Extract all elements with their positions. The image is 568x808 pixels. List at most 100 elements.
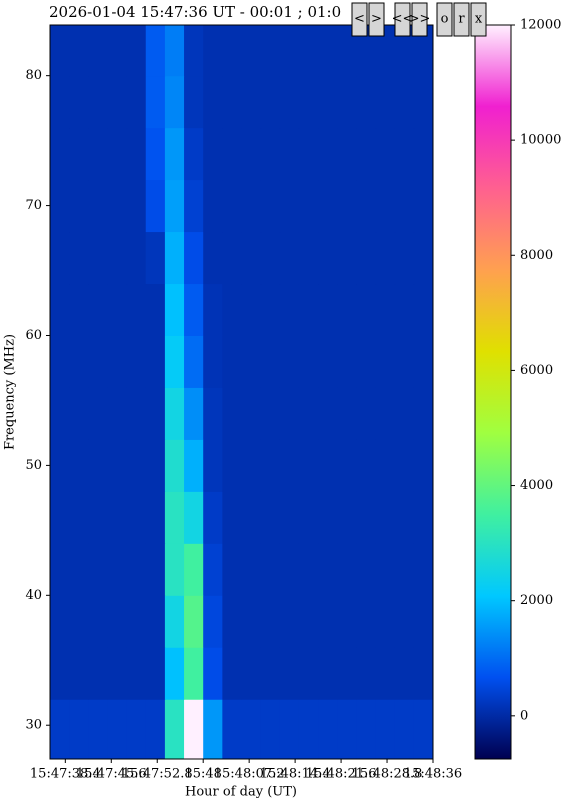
heat-cell: [50, 491, 70, 544]
heat-cell: [279, 439, 300, 492]
heat-cell: [318, 75, 338, 129]
heat-cell: [203, 439, 223, 492]
heat-cell: [241, 439, 262, 492]
button-label[interactable]: x: [475, 12, 483, 27]
heat-cell: [298, 647, 319, 700]
heat-cell: [126, 543, 147, 596]
heat-cell: [184, 283, 204, 336]
x-tick-label: 15:47:52.8: [122, 767, 193, 782]
button-label[interactable]: >>: [409, 12, 431, 27]
heat-cell: [241, 491, 262, 544]
heat-cell: [203, 283, 223, 336]
heat-cell: [356, 283, 377, 336]
heat-cell: [164, 335, 185, 388]
heat-cell: [222, 595, 242, 648]
heat-cell: [203, 179, 223, 233]
heat-cell: [88, 699, 108, 760]
heat-cell: [298, 491, 319, 544]
heat-cell: [145, 439, 166, 492]
button[interactable]: [394, 2, 411, 37]
heat-cell: [337, 387, 357, 440]
button[interactable]: [411, 2, 428, 37]
heat-cell: [279, 699, 300, 760]
heat-cell: [145, 491, 166, 544]
heat-cell: [69, 387, 89, 440]
heat-cell: [145, 231, 166, 285]
heat-cell: [184, 543, 204, 596]
button-label[interactable]: >: [371, 12, 382, 27]
heat-cell: [394, 25, 415, 77]
button-label[interactable]: o: [441, 12, 449, 27]
heat-cell: [413, 543, 434, 596]
heat-cell: [279, 231, 300, 285]
heat-cell: [145, 127, 166, 181]
heat-cell: [107, 543, 128, 596]
heat-cell: [88, 647, 108, 700]
heat-cell: [222, 491, 242, 544]
button[interactable]: [470, 2, 487, 37]
heat-cell: [318, 491, 338, 544]
heat-cell: [88, 335, 108, 388]
x-tick-label: 15:47:45.6: [76, 767, 147, 782]
heat-cell: [222, 127, 242, 181]
x-tick-label: 15:48:14.4: [260, 767, 331, 782]
heat-cell: [260, 231, 281, 285]
heat-cell: [164, 647, 185, 700]
heat-cell: [184, 75, 204, 129]
heat-cell: [318, 699, 338, 760]
heat-cell: [298, 387, 319, 440]
heat-cell: [107, 127, 128, 181]
heat-cell: [107, 283, 128, 336]
button-label[interactable]: r: [458, 12, 465, 27]
heat-cell: [145, 699, 166, 760]
heat-cell: [107, 387, 128, 440]
heat-cell: [337, 439, 357, 492]
button[interactable]: [368, 2, 385, 37]
heat-cell: [69, 179, 89, 233]
heat-cell: [184, 387, 204, 440]
heat-cell: [375, 595, 396, 648]
button[interactable]: [453, 2, 470, 37]
heat-cell: [164, 439, 185, 492]
heat-cell: [318, 387, 338, 440]
x-tick-label: 15:47:38.4: [30, 767, 101, 782]
button-label[interactable]: <: [354, 12, 365, 27]
heat-cell: [413, 647, 434, 700]
heat-cell: [394, 283, 415, 336]
heat-cell: [107, 335, 128, 388]
button[interactable]: [351, 2, 368, 37]
heat-cell: [164, 387, 185, 440]
heat-cell: [126, 439, 147, 492]
heat-cell: [50, 179, 70, 233]
heat-cell: [298, 179, 319, 233]
heat-cell: [50, 647, 70, 700]
button[interactable]: [436, 2, 453, 37]
colorbar-tick-label: 10000: [520, 133, 561, 148]
heat-cell: [222, 231, 242, 285]
button-label[interactable]: <<: [392, 12, 414, 27]
heat-cell: [69, 75, 89, 129]
heat-cell: [375, 127, 396, 181]
heat-cell: [394, 335, 415, 388]
heat-cell: [241, 25, 262, 77]
heat-cell: [298, 335, 319, 388]
heat-cell: [413, 231, 434, 285]
heat-cell: [50, 595, 70, 648]
heat-cell: [337, 335, 357, 388]
heat-cell: [145, 543, 166, 596]
heat-cell: [164, 25, 185, 77]
heat-cell: [394, 231, 415, 285]
heat-cell: [260, 387, 281, 440]
heat-cell: [222, 179, 242, 233]
heat-cell: [88, 543, 108, 596]
heat-cell: [126, 647, 147, 700]
y-tick-label: 50: [25, 458, 42, 473]
heat-cell: [145, 335, 166, 388]
y-tick-label: 80: [25, 68, 42, 83]
heat-cell: [260, 25, 281, 77]
heat-cell: [164, 127, 185, 181]
heat-cell: [184, 179, 204, 233]
heat-cell: [337, 647, 357, 700]
heat-cell: [69, 595, 89, 648]
heat-cell: [69, 647, 89, 700]
